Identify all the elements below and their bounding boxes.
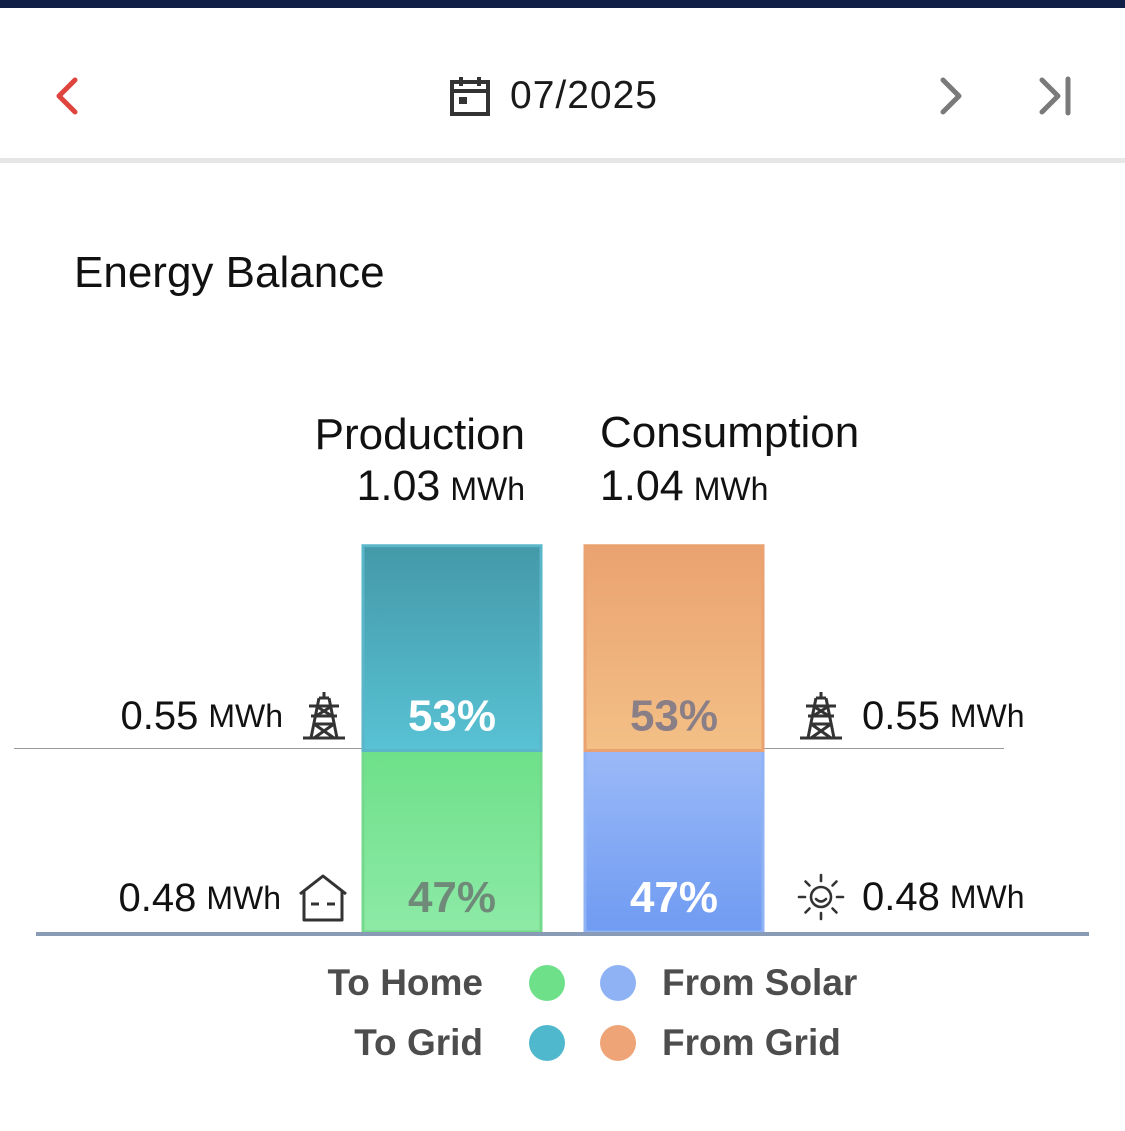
date-picker[interactable]: 07/2025 [448,70,658,122]
production-total: 1.03 MWh [357,462,525,511]
legend-from-grid-label: From Grid [662,1022,841,1063]
bar-label-to-home: 47% [408,873,496,922]
last-month-button[interactable] [1026,68,1086,124]
consumption-total-value: 1.04 [600,462,684,510]
legend-to-home-swatch [529,965,565,1001]
skip-to-last-icon [1039,76,1071,116]
legend-to-home-label: To Home [327,962,483,1003]
legend-from-solar: From Solar [600,962,857,1004]
from-solar-unit: MWh [949,878,1025,915]
bar-to-grid [361,544,543,752]
card-title: Energy Balance [74,248,385,297]
chevron-left-icon [56,77,78,115]
previous-month-button[interactable] [36,68,96,124]
bar-label-to-grid: 53% [408,691,496,740]
chevron-right-icon [940,77,962,115]
status-strip [0,0,1125,8]
legend-to-grid: To Grid [354,1022,565,1064]
production-split-line [14,748,370,749]
sun-icon [797,873,845,921]
to-home-value: 0.48 [118,875,197,920]
legend-from-solar-swatch [600,965,636,1001]
bar-to-home [361,748,543,934]
legend-from-grid-swatch [600,1025,636,1061]
legend-from-grid: From Grid [600,1022,841,1064]
legend-to-grid-label: To Grid [354,1022,483,1063]
transmission-tower-icon [800,692,842,740]
transmission-tower-icon [303,692,345,740]
from-grid-value: 0.55 [862,693,940,738]
next-month-button[interactable] [920,68,980,124]
date-navigation-header: 07/2025 [0,8,1125,158]
production-title: Production [314,410,525,459]
production-to-grid-label: 0.55 MWh [120,690,349,742]
consumption-title: Consumption [600,408,860,457]
bar-from-solar [583,748,765,934]
to-home-unit: MWh [206,879,281,916]
consumption-total: 1.04 MWh [600,462,768,511]
production-total-unit: MWh [450,471,525,507]
from-grid-unit: MWh [949,697,1025,734]
legend-from-solar-label: From Solar [662,962,858,1003]
header-divider [0,158,1125,163]
legend-to-home: To Home [327,962,565,1004]
to-grid-value: 0.55 [120,693,199,738]
consumption-from-solar-label: 0.48 MWh [796,872,1025,922]
bar-from-grid [583,544,765,752]
to-grid-unit: MWh [208,697,283,734]
current-date: 07/2025 [510,74,658,117]
calendar-icon [450,77,490,116]
consumption-total-unit: MWh [693,471,769,507]
bar-label-from-solar: 47% [630,873,718,922]
consumption-from-grid-label: 0.55 MWh [796,690,1025,742]
bar-label-from-grid: 53% [630,691,718,740]
production-to-home-label: 0.48 MWh [118,872,349,924]
chart-baseline [36,932,1089,936]
legend-to-grid-swatch [529,1025,565,1061]
production-total-value: 1.03 [356,462,441,510]
house-icon [299,874,347,922]
consumption-split-line [764,748,1004,749]
from-solar-value: 0.48 [862,874,940,919]
